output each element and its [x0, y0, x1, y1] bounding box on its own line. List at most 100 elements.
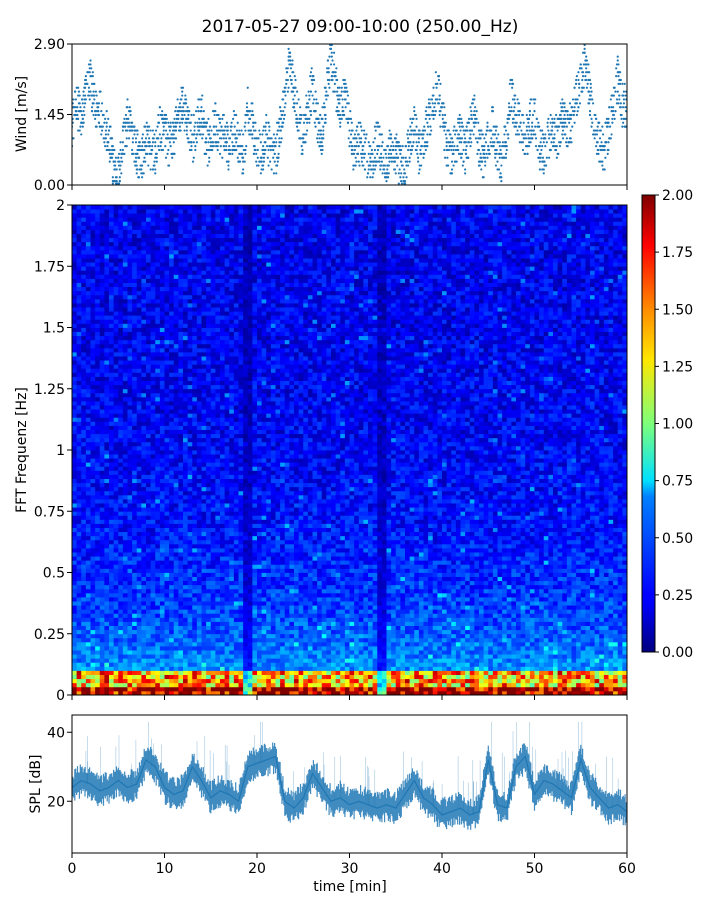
- wind-point: [226, 125, 229, 128]
- wind-point: [376, 160, 380, 163]
- spectrogram-cell: [164, 494, 170, 500]
- wind-point: [417, 133, 420, 136]
- spectrogram-cell: [146, 515, 152, 520]
- spectrogram-cell: [113, 294, 119, 300]
- spectrogram-cell: [90, 474, 96, 479]
- wind-point: [113, 180, 116, 183]
- spectrogram-cell: [150, 621, 156, 626]
- spectrogram-cell: [155, 356, 161, 361]
- spectrogram-cell: [122, 225, 128, 230]
- wind-point: [156, 125, 159, 128]
- spectrogram-cell: [146, 572, 152, 577]
- spectrogram-cell: [81, 503, 87, 508]
- spectrogram-cell: [155, 519, 161, 524]
- wind-point: [87, 63, 91, 66]
- spectrogram-cell: [81, 437, 87, 443]
- spectrogram-cell: [136, 343, 142, 349]
- spectrogram-cell: [159, 327, 165, 332]
- wind-point: [545, 156, 548, 159]
- wind-point: [372, 172, 375, 175]
- spectrogram-cell: [150, 392, 156, 398]
- wind-point: [286, 90, 289, 93]
- spectrogram-cell: [155, 499, 161, 504]
- wind-point: [118, 176, 121, 179]
- spectrogram-cell: [127, 572, 133, 577]
- spectrogram-cell: [76, 682, 82, 688]
- spectrogram-cell: [141, 221, 147, 226]
- spectrogram-cell: [95, 454, 101, 459]
- spectrogram-cell: [81, 548, 87, 553]
- spectrogram-cell: [113, 568, 119, 573]
- spectrogram-cell: [146, 356, 152, 361]
- wind-point: [478, 160, 481, 163]
- wind-point: [395, 152, 398, 155]
- spectrogram-cell: [141, 225, 147, 230]
- spectrogram-cell: [132, 356, 138, 361]
- spectrogram-cell: [90, 437, 96, 443]
- wind-point: [452, 164, 455, 167]
- spectrogram-cell: [118, 490, 124, 496]
- wind-point: [508, 109, 511, 113]
- spectrogram-cell: [141, 433, 147, 439]
- wind-point: [370, 148, 373, 152]
- spectrogram-cell: [132, 641, 138, 647]
- spectrogram-cell: [150, 437, 156, 443]
- spectrogram-cell: [118, 286, 124, 292]
- wind-point: [161, 148, 165, 152]
- spectrogram-cell: [99, 286, 105, 292]
- spectrogram-cell: [118, 217, 124, 222]
- spectrogram-cell: [104, 641, 110, 647]
- wind-point: [230, 121, 233, 124]
- wind-point: [277, 121, 280, 124]
- spectrogram-cell: [164, 437, 170, 443]
- spectrogram-cell: [81, 625, 87, 631]
- spectrogram-cell: [118, 225, 124, 230]
- spectrogram-cell: [141, 515, 147, 520]
- spectrogram-cell: [159, 499, 165, 504]
- spectrogram-cell: [90, 629, 96, 635]
- wind-point: [322, 102, 326, 105]
- spectrogram-cell: [141, 352, 147, 357]
- spectrogram-cell: [164, 441, 170, 447]
- wind-point: [598, 121, 601, 124]
- spectrogram-cell: [95, 470, 101, 475]
- spectrogram-cell: [127, 311, 133, 316]
- spectrogram-cell: [95, 654, 101, 659]
- wind-point: [369, 145, 372, 148]
- wind-point: [282, 109, 285, 113]
- wind-point: [277, 152, 280, 155]
- spectrogram-cell: [118, 237, 124, 243]
- spectrogram-cell: [136, 658, 142, 663]
- wind-point: [142, 160, 145, 163]
- wind-point: [83, 98, 86, 101]
- wind-point: [586, 71, 589, 74]
- wind-point: [588, 71, 591, 74]
- spectrogram-cell: [127, 368, 133, 373]
- spectrogram-cell: [113, 617, 119, 622]
- spectrogram-cell: [81, 462, 87, 467]
- wind-point: [235, 113, 238, 117]
- wind-point: [491, 106, 494, 109]
- spectrogram-cell: [155, 503, 161, 508]
- wind-point: [607, 117, 610, 120]
- spectrogram-cell: [155, 662, 161, 667]
- spectrogram-cell: [155, 364, 161, 369]
- spectrogram-cell: [141, 384, 147, 390]
- wind-point: [293, 74, 296, 78]
- spectrogram-cell: [146, 499, 152, 504]
- spectrogram-cell: [155, 629, 161, 635]
- wind-point: [566, 117, 569, 120]
- wind-point: [114, 168, 117, 171]
- wind-point: [92, 90, 95, 93]
- wind-point: [171, 133, 174, 136]
- spectrogram-cell: [127, 601, 133, 606]
- wind-point: [349, 133, 353, 136]
- wind-point: [101, 125, 104, 128]
- spectrogram-cell: [81, 254, 87, 259]
- wind-point: [73, 106, 76, 109]
- wind-point: [591, 102, 595, 105]
- spectrogram-cell: [146, 503, 152, 508]
- wind-point: [299, 121, 302, 124]
- wind-point: [168, 164, 171, 167]
- spectrogram-cell: [118, 621, 124, 626]
